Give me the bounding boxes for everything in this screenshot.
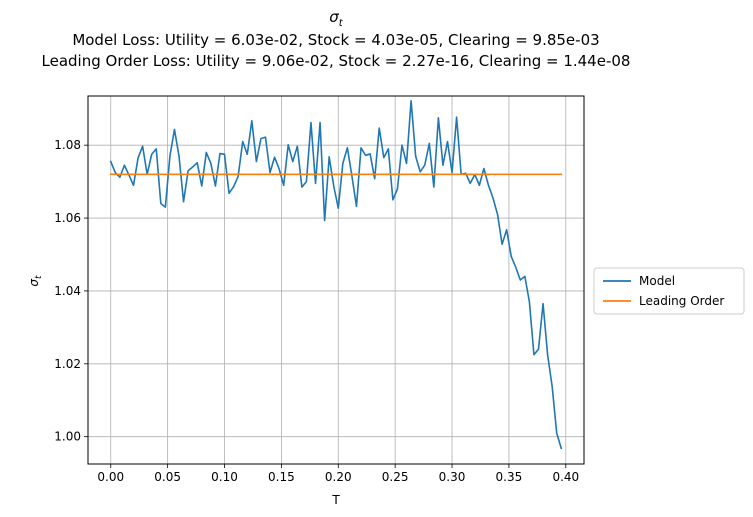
- x-tick-label: 0.25: [382, 470, 409, 484]
- y-tick-label: 1.04: [54, 284, 81, 298]
- x-axis-ticks: 0.00 0.05 0.10 0.15 0.20 0.25 0.30 0.35 0.40: [97, 464, 579, 484]
- x-tick-label: 0.05: [154, 470, 181, 484]
- x-tick-label: 0.00: [97, 470, 124, 484]
- y-tick-label: 1.08: [54, 138, 81, 152]
- x-axis-label: T: [331, 493, 340, 507]
- x-tick-label: 0.10: [211, 470, 238, 484]
- legend: Model Leading Order: [593, 267, 745, 315]
- plot-frame: [87, 95, 585, 465]
- series-line-model: [109, 99, 563, 450]
- y-tick-label: 1.00: [54, 430, 81, 444]
- x-tick-label: 0.15: [268, 470, 295, 484]
- chart-subtitle-model-loss: Model Loss: Utility = 6.03e-02, Stock = …: [72, 31, 599, 49]
- legend-label-model: Model: [639, 274, 675, 288]
- x-tick-label: 0.30: [439, 470, 466, 484]
- legend-label-leading-order: Leading Order: [639, 294, 724, 308]
- grid: [88, 96, 584, 464]
- chart-title: σt: [329, 8, 344, 29]
- legend-box: [593, 267, 745, 315]
- y-tick-label: 1.02: [54, 357, 81, 371]
- x-tick-label: 0.40: [552, 470, 579, 484]
- series-lines: [109, 99, 563, 450]
- y-tick-label: 1.06: [54, 211, 81, 225]
- x-tick-label: 0.35: [496, 470, 523, 484]
- chart-subtitle-leading-order-loss: Leading Order Loss: Utility = 9.06e-02, …: [42, 52, 631, 70]
- x-tick-label: 0.20: [325, 470, 352, 484]
- y-axis-label: σt: [27, 275, 44, 287]
- y-axis-ticks: 1.00 1.02 1.04 1.06 1.08: [54, 138, 88, 444]
